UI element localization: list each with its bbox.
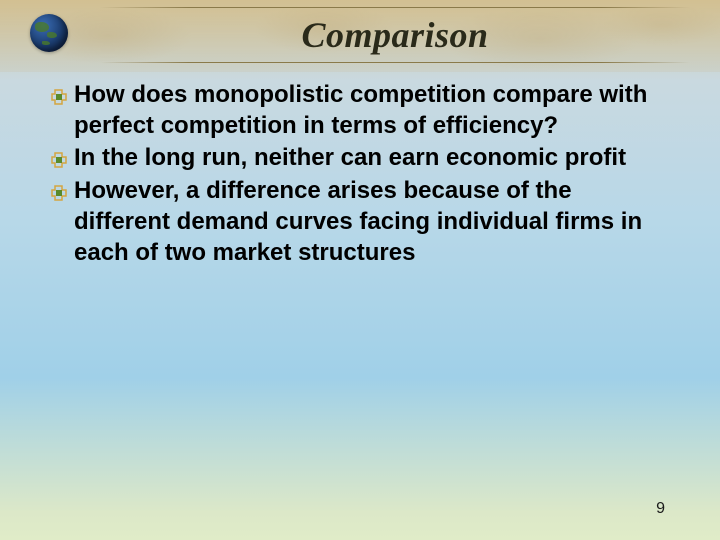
content-area: How does monopolistic competition compar… [50, 80, 670, 270]
bullet-item: How does monopolistic competition compar… [50, 80, 670, 141]
bullet-text: In the long run, neither can earn econom… [74, 143, 626, 174]
bullet-icon [50, 184, 68, 202]
bullet-item: However, a difference arises because of … [50, 176, 670, 268]
divider-bottom [100, 62, 690, 63]
bullet-text: However, a difference arises because of … [74, 176, 670, 268]
bullet-icon [50, 151, 68, 169]
page-number: 9 [656, 500, 665, 518]
bullet-icon [50, 88, 68, 106]
title-container: Comparison [100, 5, 690, 65]
bullet-item: In the long run, neither can earn econom… [50, 143, 670, 174]
globe-icon [30, 14, 68, 52]
divider-top [100, 7, 690, 8]
bullet-text: How does monopolistic competition compar… [74, 80, 670, 141]
slide-title: Comparison [100, 10, 690, 60]
